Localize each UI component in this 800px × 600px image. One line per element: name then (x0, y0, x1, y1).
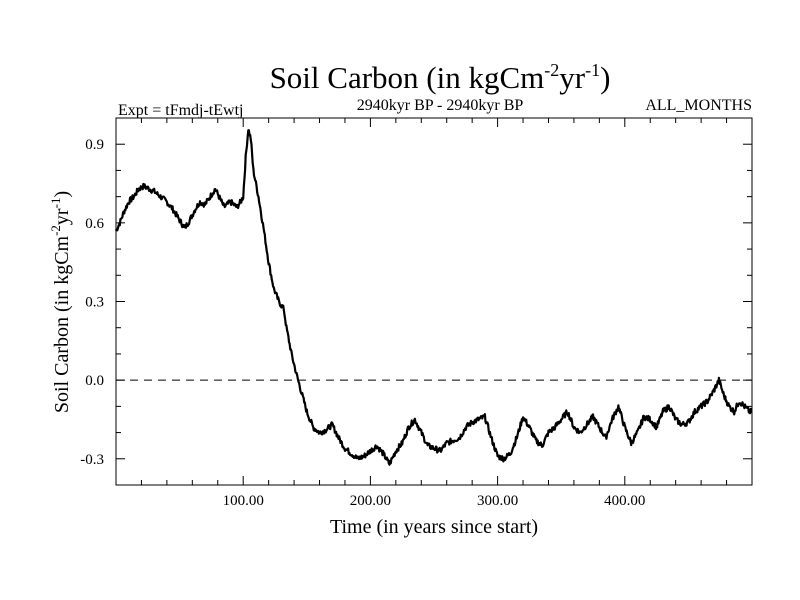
soil-carbon-series-line (114, 129, 753, 466)
y-axis-label: Soil Carbon (in kgCm-2yr-1) (48, 191, 73, 413)
y-tick-label: 0.3 (85, 295, 104, 311)
x-tick-label: 100.00 (223, 493, 264, 509)
y-tick-label: -0.3 (80, 452, 104, 468)
y-tick-label: 0.0 (85, 373, 104, 389)
y-tick-label: 0.9 (85, 137, 104, 153)
subtitle-months: ALL_MONTHS (645, 97, 752, 114)
axis-ticks (116, 118, 752, 485)
x-tick-label: 400.00 (604, 493, 645, 509)
x-axis-label: Time (in years since start) (330, 516, 538, 538)
subtitle-period: 2940kyr BP - 2940kyr BP (357, 97, 524, 114)
x-tick-label: 300.00 (477, 493, 518, 509)
x-tick-label: 200.00 (350, 493, 391, 509)
y-tick-label: 0.6 (85, 216, 104, 232)
chart-title: Soil Carbon (in kgCm-2yr-1) (270, 60, 611, 95)
subtitle-experiment: Expt = tFmdj-tEwtj (118, 102, 243, 119)
axis-tick-labels: 100.00 200.00 300.00 400.00 0.9 0.6 0.3 0.0 -0.3 (80, 137, 645, 509)
